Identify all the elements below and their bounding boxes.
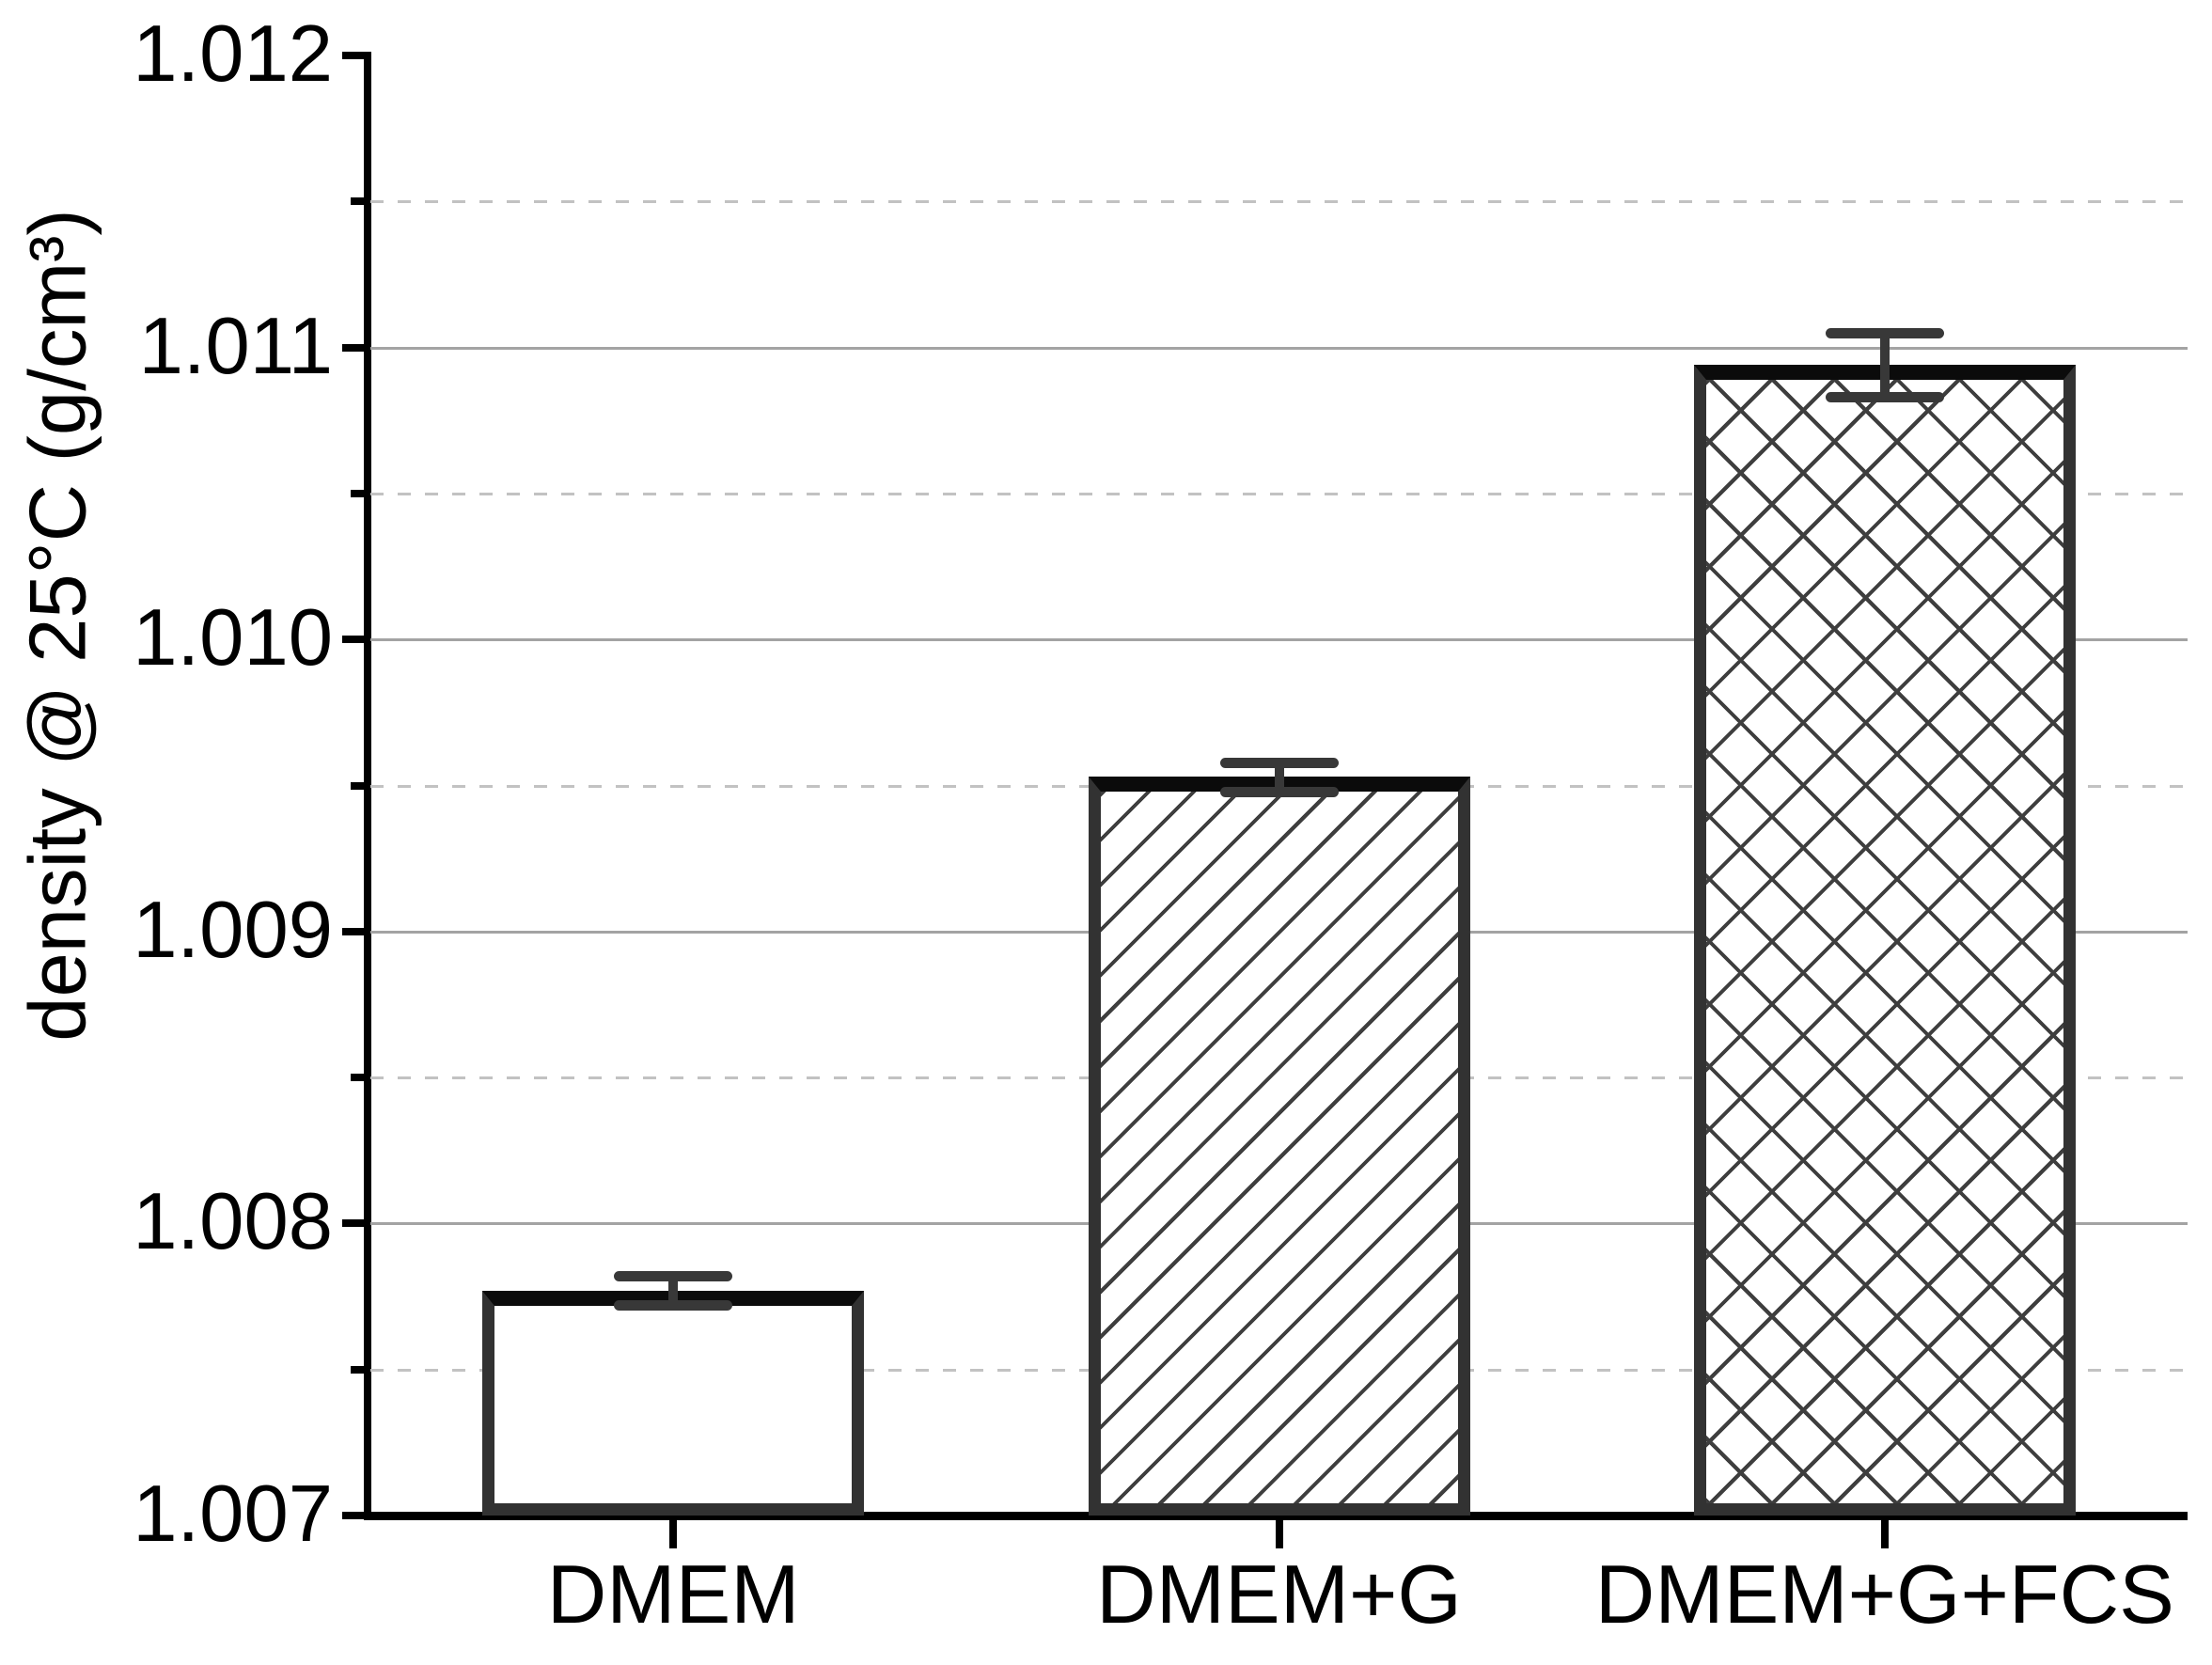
x-tick-label: DMEM+G+FCS [1594, 1547, 2174, 1641]
error-bar-stem [1274, 762, 1284, 792]
bars-layer [370, 55, 2188, 1516]
gridline-major [370, 346, 2188, 350]
y-minor-tick [351, 1074, 370, 1082]
error-bars-layer [370, 55, 2188, 1516]
bar [1693, 365, 2076, 1516]
x-tick-label: DMEM+G [1096, 1547, 1462, 1641]
y-major-tick [342, 1219, 370, 1228]
y-minor-tick [351, 781, 370, 790]
plot-area [370, 55, 2188, 1516]
error-bar-cap [1825, 392, 1944, 403]
gridline-minor [370, 492, 2188, 495]
y-tick-label: 1.010 [133, 593, 333, 683]
error-bar-cap [1219, 757, 1339, 768]
gridline-major [370, 638, 2188, 642]
y-major-tick [342, 927, 370, 935]
y-tick-label: 1.009 [133, 885, 333, 975]
error-bar-cap [1825, 328, 1944, 339]
error-bar-stem [1879, 333, 1890, 398]
error-bar-cap [1219, 786, 1339, 797]
y-tick-label: 1.007 [133, 1469, 333, 1559]
y-minor-tick [351, 1365, 370, 1374]
x-tick [1275, 1520, 1283, 1548]
y-minor-tick [351, 197, 370, 206]
x-tick-label: DMEM [546, 1547, 800, 1641]
x-axis-line [364, 1512, 2188, 1520]
y-tick-label: 1.008 [133, 1177, 333, 1267]
error-bar-stem [668, 1276, 679, 1306]
y-minor-tick [351, 489, 370, 497]
y-major-tick [342, 636, 370, 644]
y-tick-label: 1.012 [133, 9, 333, 99]
x-tick [669, 1520, 678, 1548]
gridline-minor [370, 200, 2188, 204]
x-tick [1880, 1520, 1889, 1548]
y-major-tick [342, 52, 370, 59]
error-bar-cap [614, 1271, 733, 1282]
error-bar-cap [614, 1300, 733, 1312]
bar [482, 1290, 865, 1516]
bar [1088, 777, 1470, 1516]
y-tick-label: 1.011 [138, 301, 333, 391]
y-major-tick [342, 343, 370, 352]
y-major-tick [342, 1512, 370, 1519]
